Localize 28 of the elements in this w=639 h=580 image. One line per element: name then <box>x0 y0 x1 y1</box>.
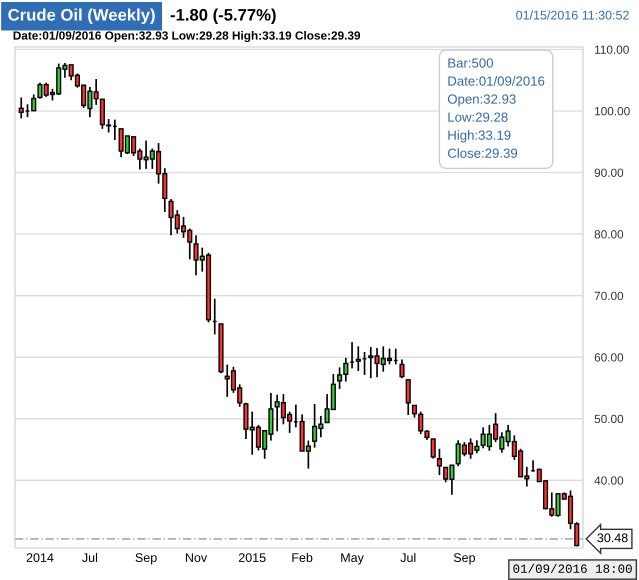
text: Date:01/09/2016 Open:32.93 Low:29.28 High:33.19 Close:29.39 <box>14 31 360 42</box>
ref-line-label: 30.48 <box>597 533 628 542</box>
y-tick-label: 110.00 <box>595 45 629 54</box>
candlestick <box>436 448 442 476</box>
y-tick-label: 70.00 <box>594 292 624 300</box>
x-tick-label: 2014 <box>26 553 54 562</box>
candlestick <box>430 438 436 460</box>
x-tick-label: Jul <box>400 552 416 562</box>
x-tick-label: 2015 <box>238 553 266 562</box>
annotation: Bar:500 Date:01/09/2016 Open:32.93 Low:29.28 High:33.19 Close:29.39 <box>448 58 544 158</box>
text: 01/09/2016 18:00 <box>513 564 632 573</box>
x-tick-label: May <box>341 553 364 565</box>
y-tick-label: 50.00 <box>594 414 624 424</box>
x-tick-label: Jul <box>82 552 98 562</box>
chart-subtitle: -1.80 (-5.77%) <box>170 8 276 24</box>
y-tick-label: 80.00 <box>594 230 624 238</box>
x-tick-label: Sep <box>454 553 476 565</box>
x-tick-label: Sep <box>136 553 157 565</box>
text: 01/15/2016 11:30:52 <box>516 10 629 20</box>
x-tick-label: Nov <box>186 553 208 562</box>
candlestick <box>399 358 405 380</box>
x-tick-label: Feb <box>292 552 312 562</box>
y-tick-label: 100.00 <box>595 107 630 116</box>
chart-title: Crude Oil (Weekly) <box>8 8 155 24</box>
candlestick <box>406 379 411 416</box>
y-tick-label: 40.00 <box>594 476 624 485</box>
y-tick-label: 60.00 <box>594 353 624 362</box>
y-tick-label: 90.00 <box>594 168 624 177</box>
